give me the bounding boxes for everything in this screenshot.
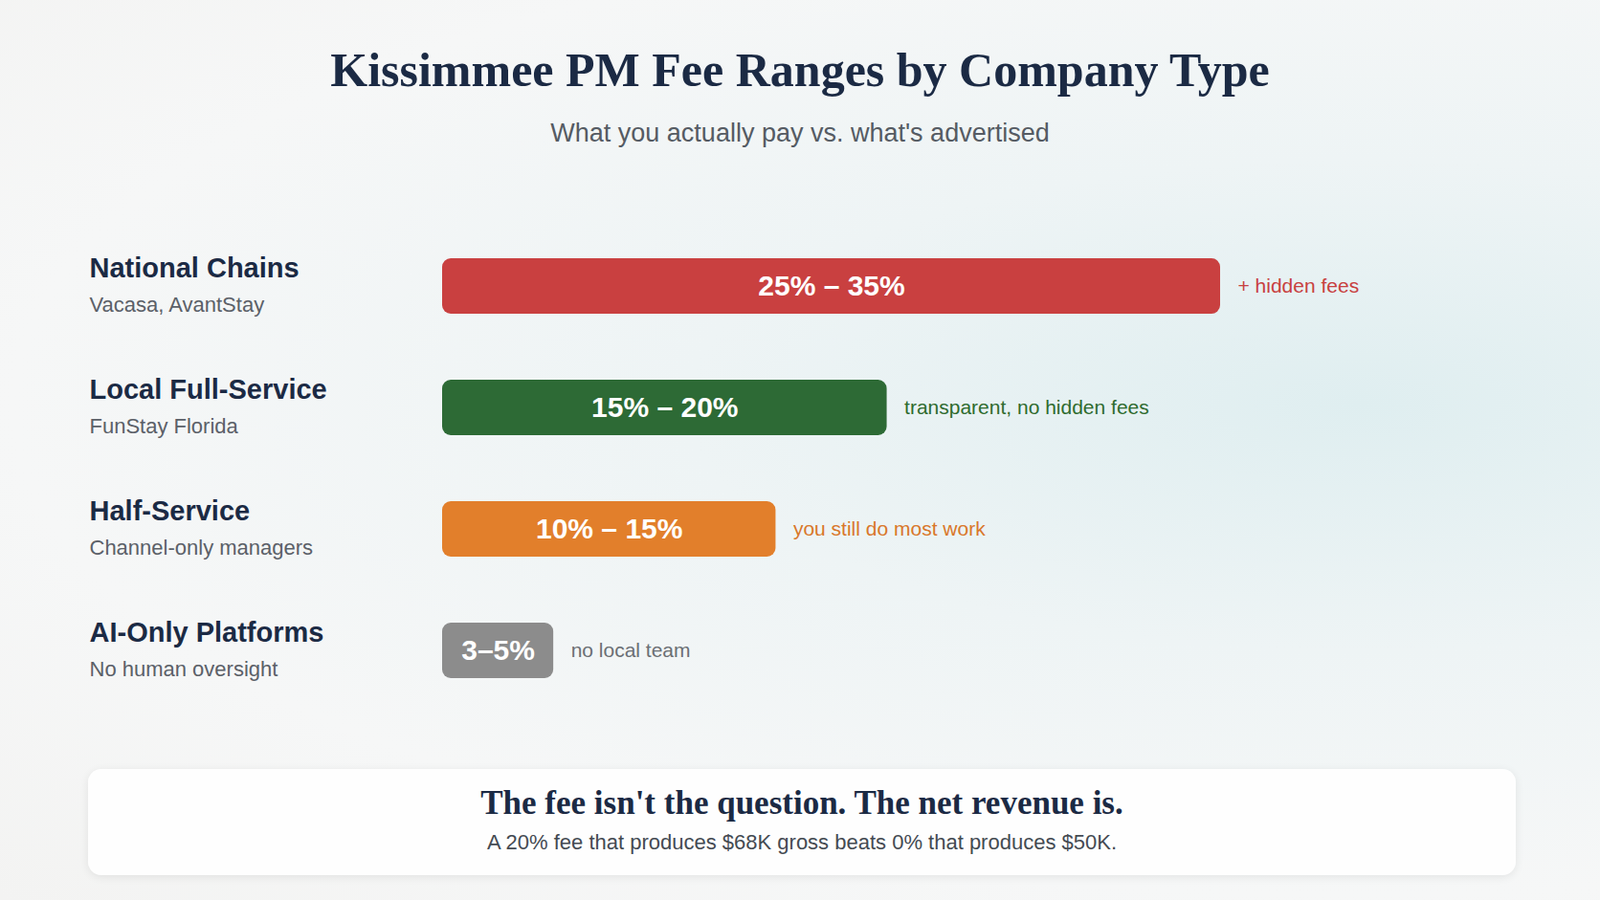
html-text:What you actually pay vs. what: What you actually pay vs. what's adverti… [550,118,1050,148]
html-text:A 20% fee that produces $68K g: A 20% fee that produces $68K gross beats… [487,830,1117,855]
svg-text:Vacasa, AvantStay: Vacasa, AvantStay [89,292,266,317]
svg-text:Half-Service: Half-Service [89,495,251,527]
svg-text:National Chains: National Chains [89,252,300,284]
svg-text:10% – 15%: 10% – 15% [535,512,683,545]
svg-text:25% – 35%: 25% – 35% [757,269,905,302]
svg-text:Channel-only managers: Channel-only managers [89,535,314,560]
svg-text:3–5%: 3–5% [461,634,535,667]
svg-text:Local Full-Service: Local Full-Service [89,374,328,405]
svg-text:FunStay Florida: FunStay Florida [89,414,240,439]
svg-text:No human oversight: No human oversight [89,657,279,682]
html-text:The fee isn't the question. Th: The fee isn't the question. The net reve… [480,784,1124,823]
svg-text:15% – 20%: 15% – 20% [591,391,738,423]
svg-text:no local team: no local team [571,639,691,662]
svg-text:AI-Only Platforms: AI-Only Platforms [89,617,325,648]
html-text:Kissimmee PM Fee Ranges by Com: Kissimmee PM Fee Ranges by Company Type [330,43,1270,97]
svg-text:+ hidden fees: + hidden fees [1238,274,1360,297]
svg-text:you still do most work: you still do most work [793,517,986,540]
svg-text:transparent, no hidden fees: transparent, no hidden fees [904,396,1150,419]
